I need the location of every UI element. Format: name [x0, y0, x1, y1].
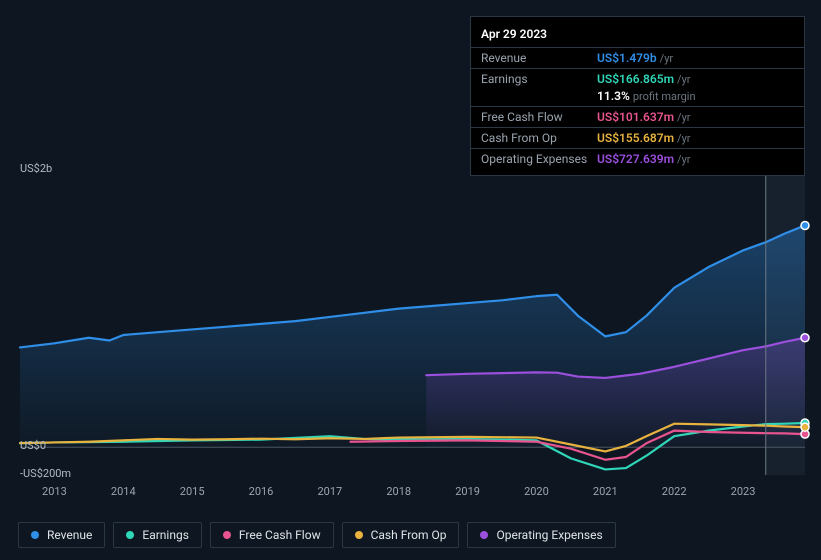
legend-label: Earnings — [142, 528, 189, 542]
chart-legend: Revenue Earnings Free Cash Flow Cash From O… — [18, 522, 616, 548]
legend-label: Free Cash Flow — [239, 528, 321, 542]
x-axis-tick: 2023 — [731, 485, 756, 498]
legend-dot-icon — [355, 531, 363, 539]
tooltip-row-unit: profit margin — [633, 90, 696, 103]
hover-tooltip: Apr 29 2023 RevenueUS$1.479b/yrEarningsU… — [470, 16, 805, 176]
y-axis-tick: -US$200m — [20, 467, 71, 480]
legend-dot-icon — [223, 531, 231, 539]
tooltip-row: 11.3%profit margin — [471, 89, 804, 106]
tooltip-row: EarningsUS$166.865m/yr — [471, 68, 804, 89]
x-axis-tick: 2016 — [249, 485, 274, 498]
tooltip-date: Apr 29 2023 — [471, 23, 804, 47]
tooltip-row-value: US$155.687m — [597, 131, 674, 145]
x-axis-tick: 2021 — [593, 485, 618, 498]
x-axis-tick: 2020 — [524, 485, 549, 498]
tooltip-row-unit: /yr — [660, 52, 673, 65]
tooltip-row-label: Revenue — [481, 51, 597, 65]
financials-chart[interactable]: US$2b US$0 -US$200m 2013 2014 2015 2016 2017 20… — [0, 0, 821, 560]
tooltip-row-label: Free Cash Flow — [481, 110, 597, 124]
tooltip-row-unit: /yr — [677, 111, 690, 124]
tooltip-row-unit: /yr — [677, 153, 690, 166]
legend-item-revenue[interactable]: Revenue — [18, 522, 105, 548]
legend-dot-icon — [480, 531, 488, 539]
legend-label: Operating Expenses — [496, 528, 602, 542]
y-axis-tick: US$0 — [20, 439, 46, 452]
tooltip-row-unit: /yr — [677, 132, 690, 145]
tooltip-row-value: 11.3% — [597, 89, 630, 103]
legend-item-free-cash-flow[interactable]: Free Cash Flow — [210, 522, 334, 548]
tooltip-row-value: US$101.637m — [597, 110, 674, 124]
tooltip-row: Free Cash FlowUS$101.637m/yr — [471, 106, 804, 127]
tooltip-row: Cash From OpUS$155.687m/yr — [471, 127, 804, 148]
tooltip-row-label: Cash From Op — [481, 131, 597, 145]
x-axis-tick: 2015 — [180, 485, 205, 498]
tooltip-row: Operating ExpensesUS$727.639m/yr — [471, 148, 804, 169]
x-axis-tick: 2013 — [42, 485, 67, 498]
legend-label: Revenue — [47, 528, 92, 542]
legend-dot-icon — [126, 531, 134, 539]
tooltip-row-value: US$727.639m — [597, 152, 674, 166]
tooltip-row-unit: /yr — [677, 73, 690, 86]
x-axis-tick: 2018 — [386, 485, 411, 498]
y-axis-tick: US$2b — [20, 162, 52, 175]
x-axis-tick: 2014 — [111, 485, 136, 498]
x-axis-tick: 2017 — [317, 485, 342, 498]
tooltip-row: RevenueUS$1.479b/yr — [471, 47, 804, 68]
x-axis-tick: 2019 — [455, 485, 480, 498]
tooltip-row-value: US$1.479b — [597, 51, 657, 65]
legend-dot-icon — [31, 531, 39, 539]
x-axis-tick: 2022 — [662, 485, 687, 498]
legend-label: Cash From Op — [371, 528, 447, 542]
tooltip-row-value: US$166.865m — [597, 72, 674, 86]
legend-item-earnings[interactable]: Earnings — [113, 522, 202, 548]
tooltip-row-label: Earnings — [481, 72, 597, 86]
legend-item-operating-expenses[interactable]: Operating Expenses — [467, 522, 615, 548]
tooltip-row-label: Operating Expenses — [481, 152, 597, 166]
legend-item-cash-from-op[interactable]: Cash From Op — [342, 522, 460, 548]
